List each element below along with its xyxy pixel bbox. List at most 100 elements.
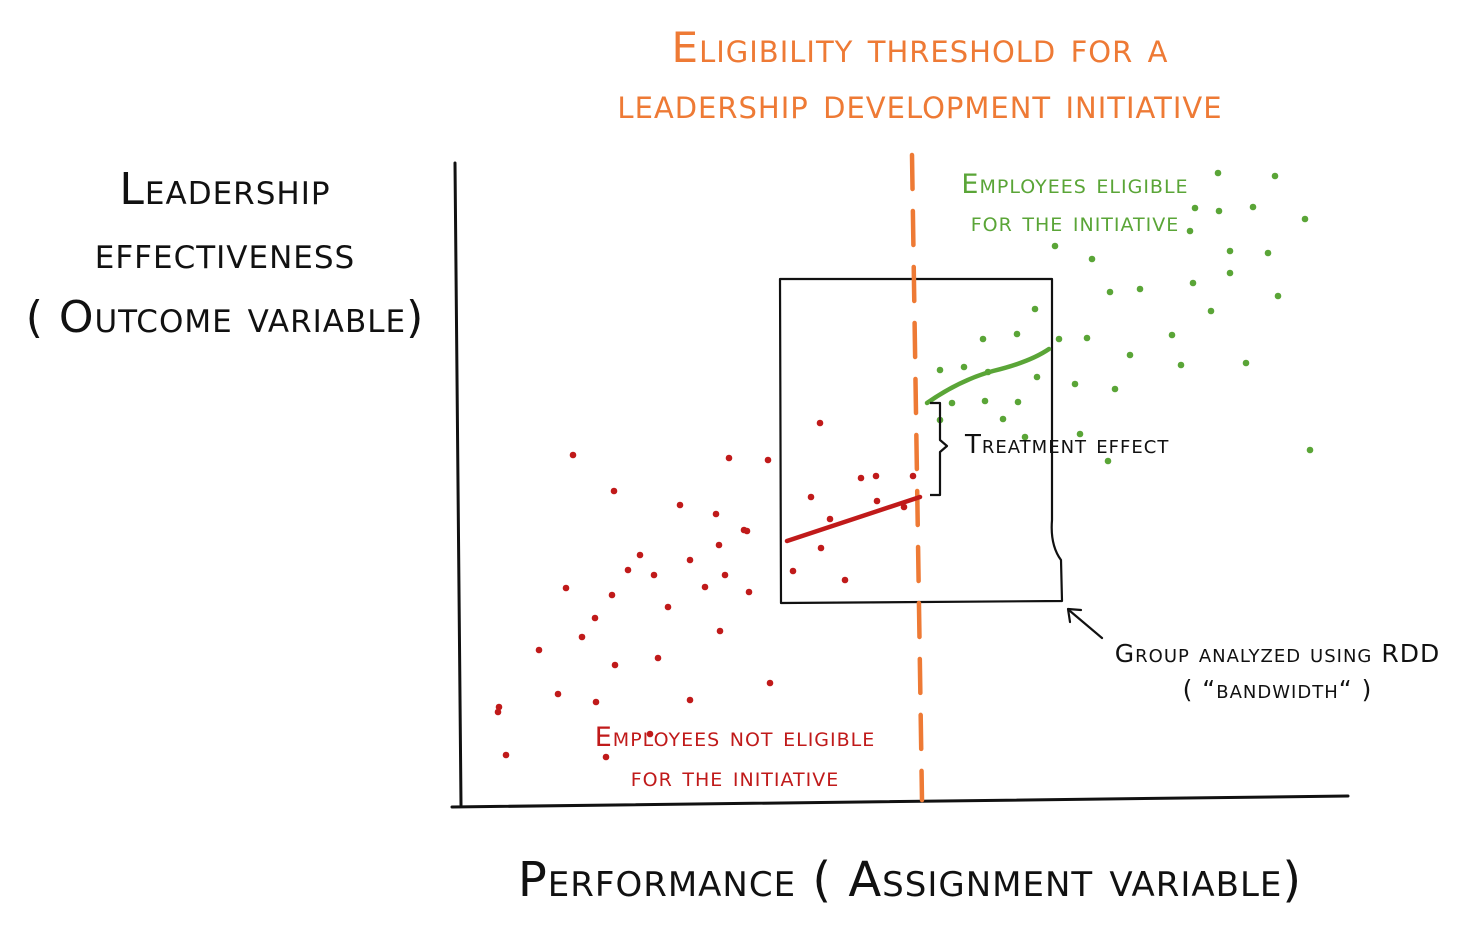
eligible-point-24 [1126,351,1134,359]
eligible-point-22 [1168,331,1176,339]
eligible-point-38 [1021,433,1029,441]
not-eligible-point-42 [872,472,880,480]
y-axis-title: Leadership effectiveness ( Outcome varia… [10,158,440,350]
eligible-point-4 [1215,207,1223,215]
y-axis-title-line-2: effectiveness [94,228,356,279]
not-eligible-point-33 [502,751,510,759]
eligible-point-41 [1076,430,1084,438]
not-eligible-point-16 [721,571,729,579]
not-eligible-label-line-2: for the initiative [630,762,840,793]
not-eligible-point-43 [873,497,881,505]
not-eligible-label: Employees not eligible for the initiativ… [580,718,890,798]
not-eligible-point-5 [764,456,772,464]
eligible-point-3 [1191,204,1199,212]
not-eligible-point-31 [495,703,503,711]
eligible-point-21 [1083,334,1091,342]
not-eligible-point-30 [686,696,694,704]
not-eligible-point-14 [650,571,658,579]
eligible-point-40 [1104,457,1112,465]
not-eligible-point-27 [766,679,774,687]
not-eligible-point-19 [591,614,599,622]
eligible-point-7 [1186,227,1194,235]
eligible-point-26 [1242,359,1250,367]
not-eligible-point-20 [608,591,616,599]
not-eligible-point-4 [725,454,733,462]
eligible-point-11 [1264,249,1272,257]
eligible-point-14 [1136,285,1144,293]
eligible-point-2 [1271,172,1279,180]
eligible-point-34 [981,397,989,405]
not-eligible-point-13 [636,551,644,559]
not-eligible-point-1 [569,451,577,459]
not-eligible-point-12 [624,566,632,574]
eligible-point-9 [1088,255,1096,263]
y-axis-title-line-3: ( Outcome variable) [25,292,425,343]
not-eligible-point-7 [712,510,720,518]
bandwidth-label-line-1: Group analyzed using RDD [1114,639,1441,668]
eligible-point-18 [1031,305,1039,313]
eligible-label-line-1: Employees eligible [961,169,1189,200]
eligible-point-30 [1033,373,1041,381]
not-eligible-point-23 [716,627,724,635]
not-eligible-point-25 [611,661,619,669]
not-eligible-point-28 [554,690,562,698]
bandwidth-label-line-2: ( “bandwidth“ ) [1182,675,1373,704]
not-eligible-point-32 [494,708,502,716]
not-eligible-point-40 [841,576,849,584]
bandwidth-arrow [1066,607,1104,640]
threshold-line [909,152,925,803]
eligible-point-17 [1207,307,1215,315]
threshold-title-line-2: leadership development initiative [617,79,1223,128]
y-axis [453,161,463,807]
eligible-point-15 [1189,279,1197,287]
eligible-point-35 [1014,398,1022,406]
eligible-point-16 [1274,292,1282,300]
eligible-point-31 [1071,380,1079,388]
eligible-point-1 [1214,169,1222,177]
eligible-point-20 [979,335,987,343]
not-eligible-point-26 [654,654,662,662]
eligible-points [936,169,1314,465]
treatment-effect-bracket [930,401,949,497]
not-eligible-point-10 [686,556,694,564]
not-eligible-fit-line [784,494,923,544]
not-eligible-point-17 [745,588,753,596]
eligible-point-10 [1226,247,1234,255]
not-eligible-point-6 [816,419,824,427]
x-axis [450,794,1350,809]
not-eligible-point-22 [578,633,586,641]
eligible-point-32 [1111,385,1119,393]
not-eligible-point-41 [857,474,865,482]
not-eligible-point-36 [789,567,797,575]
not-eligible-point-29 [592,698,600,706]
not-eligible-label-line-1: Employees not eligible [594,722,876,753]
not-eligible-point-37 [826,515,834,523]
treatment-effect-label: Treatment effect [965,430,1170,460]
eligible-point-36 [999,415,1007,423]
not-eligible-point-45 [900,503,908,511]
not-eligible-point-3 [676,501,684,509]
eligible-point-19 [1013,330,1021,338]
bandwidth-label: Group analyzed using RDD ( “bandwidth“ ) [1095,636,1460,708]
not-eligible-point-9 [743,527,751,535]
eligible-fit-line [924,346,1052,406]
y-axis-title-line-1: Leadership [119,164,331,215]
eligible-label: Employees eligible for the initiative [930,166,1220,242]
threshold-title-line-1: Eligibility threshold for a [671,23,1169,72]
eligible-point-25 [1177,361,1185,369]
not-eligible-point-21 [664,603,672,611]
eligible-point-12 [1226,269,1234,277]
not-eligible-point-11 [715,541,723,549]
not-eligible-point-35 [646,730,654,738]
eligible-point-33 [948,399,956,407]
not-eligible-point-2 [610,487,618,495]
x-axis-title: Performance ( Assignment variable) [517,852,1303,908]
not-eligible-points [494,419,917,761]
not-eligible-point-39 [817,544,825,552]
not-eligible-point-38 [807,493,815,501]
not-eligible-point-15 [701,583,709,591]
not-eligible-point-18 [562,584,570,592]
eligible-label-line-2: for the initiative [970,207,1180,238]
